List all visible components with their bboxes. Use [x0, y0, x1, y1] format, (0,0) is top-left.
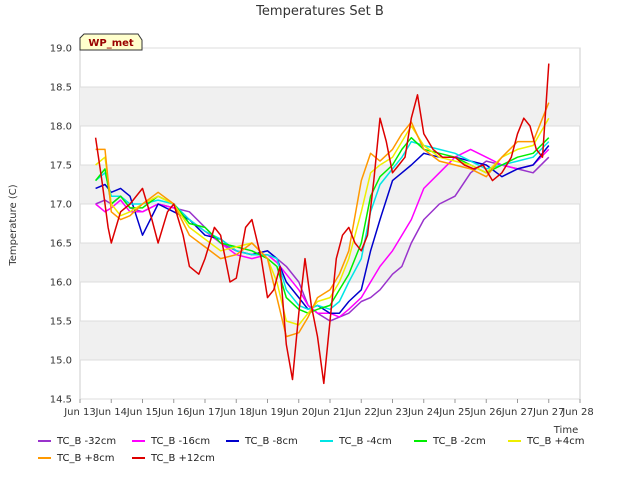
y-tick-label: 17.0: [50, 200, 72, 211]
series-line: [95, 117, 550, 326]
badge-shape: [79, 33, 143, 51]
x-tick-label: Jun 25: [438, 407, 471, 418]
legend-swatch: [132, 440, 145, 442]
wp-met-badge: WP_met: [79, 33, 143, 51]
legend-swatch: [38, 457, 51, 459]
legend-item: TC_B +4cm: [508, 436, 585, 447]
legend-item: TC_B -8cm: [226, 436, 298, 447]
badge-label: WP_met: [88, 38, 134, 49]
legend-label: TC_B -16cm: [151, 436, 211, 447]
x-tick-label: Jun 18: [219, 407, 252, 418]
legend-item: TC_B -2cm: [414, 436, 486, 447]
y-tick-label: 16.5: [50, 239, 72, 250]
x-tick-label: Jun 21: [313, 407, 346, 418]
y-tick-label: 18.5: [50, 83, 72, 94]
x-tick-label: Jun 27: [501, 407, 534, 418]
x-tick-label: Jun 22: [344, 407, 377, 418]
legend-item: TC_B -4cm: [320, 436, 392, 447]
legend-swatch: [320, 440, 333, 442]
grid-band: [80, 87, 580, 126]
legend-label: TC_B -8cm: [245, 436, 298, 447]
x-tick-label: Jun 16: [157, 407, 190, 418]
x-tick-label: Jun 15: [126, 407, 159, 418]
x-tick-label: Jun 27: [532, 407, 565, 418]
x-tick-label: Jun 24: [407, 407, 440, 418]
gridlines: [80, 47, 580, 400]
y-tick-label: 14.5: [50, 395, 72, 406]
legend-swatch: [508, 440, 521, 442]
x-tick-label: Jun 14: [94, 407, 127, 418]
legend-item: TC_B -32cm: [38, 436, 116, 447]
series-line: [94, 63, 550, 385]
y-tick-label: 15.5: [50, 317, 72, 328]
legend-item: TC_B +12cm: [132, 453, 215, 464]
y-axis-ticks: 14.5 15.0 15.5 16.0 16.5 17.0 17.5 18.0 18.5 19.0: [50, 44, 72, 406]
y-tick-label: 15.0: [50, 356, 72, 367]
legend-label: TC_B -32cm: [57, 436, 117, 447]
legend-swatch: [38, 440, 51, 442]
legend-label: TC_B -4cm: [339, 436, 392, 447]
legend-swatch: [414, 440, 427, 442]
legend-item: TC_B -16cm: [132, 436, 210, 447]
series-layer: [94, 63, 550, 385]
x-axis-label: Time: [553, 425, 578, 436]
series-line: [95, 140, 550, 311]
y-tick-label: 17.5: [50, 161, 72, 172]
x-tick-label: Jun 23: [376, 407, 409, 418]
x-tick-label: Jun 17: [188, 407, 221, 418]
grid-band: [80, 243, 580, 282]
legend-swatch: [132, 457, 145, 459]
y-axis-label: Temperature (C): [8, 184, 19, 266]
x-axis-ticks: Jun 13 Jun 14 Jun 15 Jun 16 Jun 17 Jun 18 Jun …: [63, 399, 594, 418]
x-tick-label: Jun 26: [469, 407, 502, 418]
series-line: [95, 102, 550, 338]
grid-band: [80, 165, 580, 204]
legend-label: TC_B +8cm: [57, 453, 115, 464]
legend-swatch: [226, 440, 239, 442]
x-tick-label: Jun 13: [63, 407, 96, 418]
x-tick-label: Jun 19: [251, 407, 284, 418]
legend-label: TC_B +12cm: [151, 453, 215, 464]
legend-label: TC_B -2cm: [433, 436, 486, 447]
y-tick-label: 18.0: [50, 122, 72, 133]
x-tick-label: Jun 20: [282, 407, 315, 418]
chart-title: Temperatures Set B: [255, 4, 384, 19]
legend-item: TC_B +8cm: [38, 453, 115, 464]
legend-label: TC_B +4cm: [527, 436, 585, 447]
y-tick-label: 16.0: [50, 278, 72, 289]
x-tick-label: Jun 28: [561, 407, 594, 418]
y-tick-label: 19.0: [50, 44, 72, 55]
